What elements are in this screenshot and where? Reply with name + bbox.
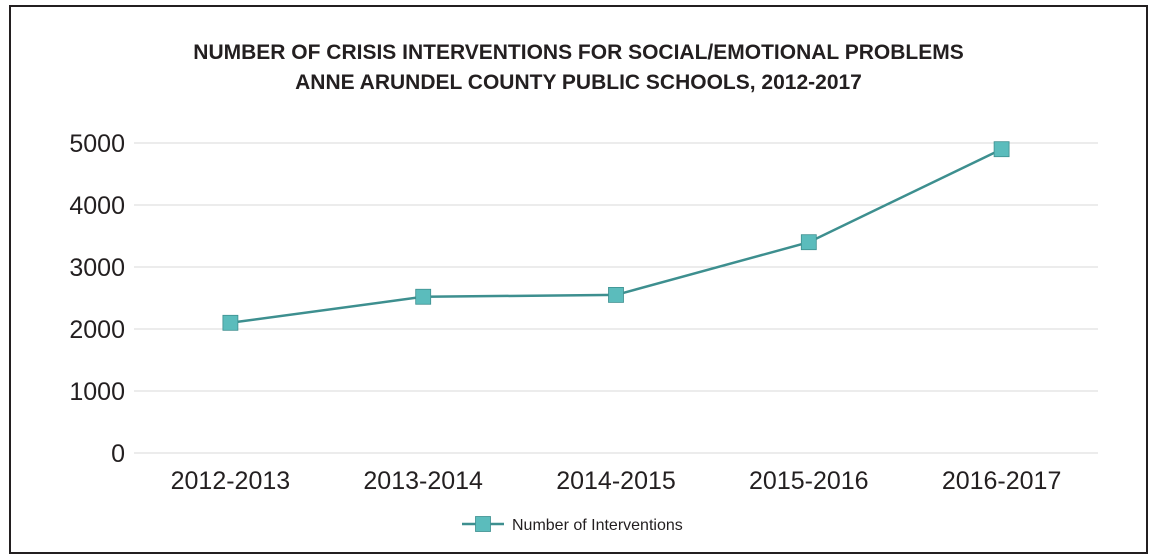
chart-title: NUMBER OF CRISIS INTERVENTIONS FOR SOCIA… (9, 38, 1148, 98)
y-tick-label-5000: 5000 (69, 130, 125, 158)
y-tick-label-4000: 4000 (69, 192, 125, 220)
y-tick-label-0: 0 (111, 440, 125, 468)
chart-frame (9, 5, 1148, 554)
data-point-2016-2017 (993, 141, 1010, 158)
data-point-2013-2014 (415, 288, 432, 305)
y-tick-label-1000: 1000 (69, 378, 125, 406)
x-tick-label-2016-2017: 2016-2017 (942, 467, 1062, 495)
y-tick-label-2000: 2000 (69, 316, 125, 344)
chart-title-line-1: NUMBER OF CRISIS INTERVENTIONS FOR SOCIA… (193, 41, 964, 64)
y-tick-label-3000: 3000 (69, 254, 125, 282)
series-number-of-interventions (222, 141, 1010, 331)
data-point-2014-2015 (608, 286, 624, 303)
chart-title-line-2: ANNE ARUNDEL COUNTY PUBLIC SCHOOLS, 2012… (295, 71, 862, 94)
data-point-2015-2016 (800, 234, 817, 251)
legend: Number of Interventions (462, 516, 683, 534)
x-axis-tick-labels: 2012-2013 2013-2014 2014-2015 2015-2016 2016… (171, 467, 1062, 495)
data-point-2012-2013 (222, 314, 239, 331)
x-tick-label-2013-2014: 2013-2014 (363, 467, 483, 495)
gridlines (134, 142, 1098, 454)
x-tick-label-2015-2016: 2015-2016 (749, 467, 869, 495)
legend-label: Number of Interventions (512, 517, 683, 534)
x-tick-label-2012-2013: 2012-2013 (171, 467, 291, 495)
y-axis-tick-labels: 0 1000 2000 3000 4000 5000 (69, 130, 125, 468)
x-tick-label-2014-2015: 2014-2015 (556, 467, 676, 495)
legend-marker (475, 516, 491, 532)
